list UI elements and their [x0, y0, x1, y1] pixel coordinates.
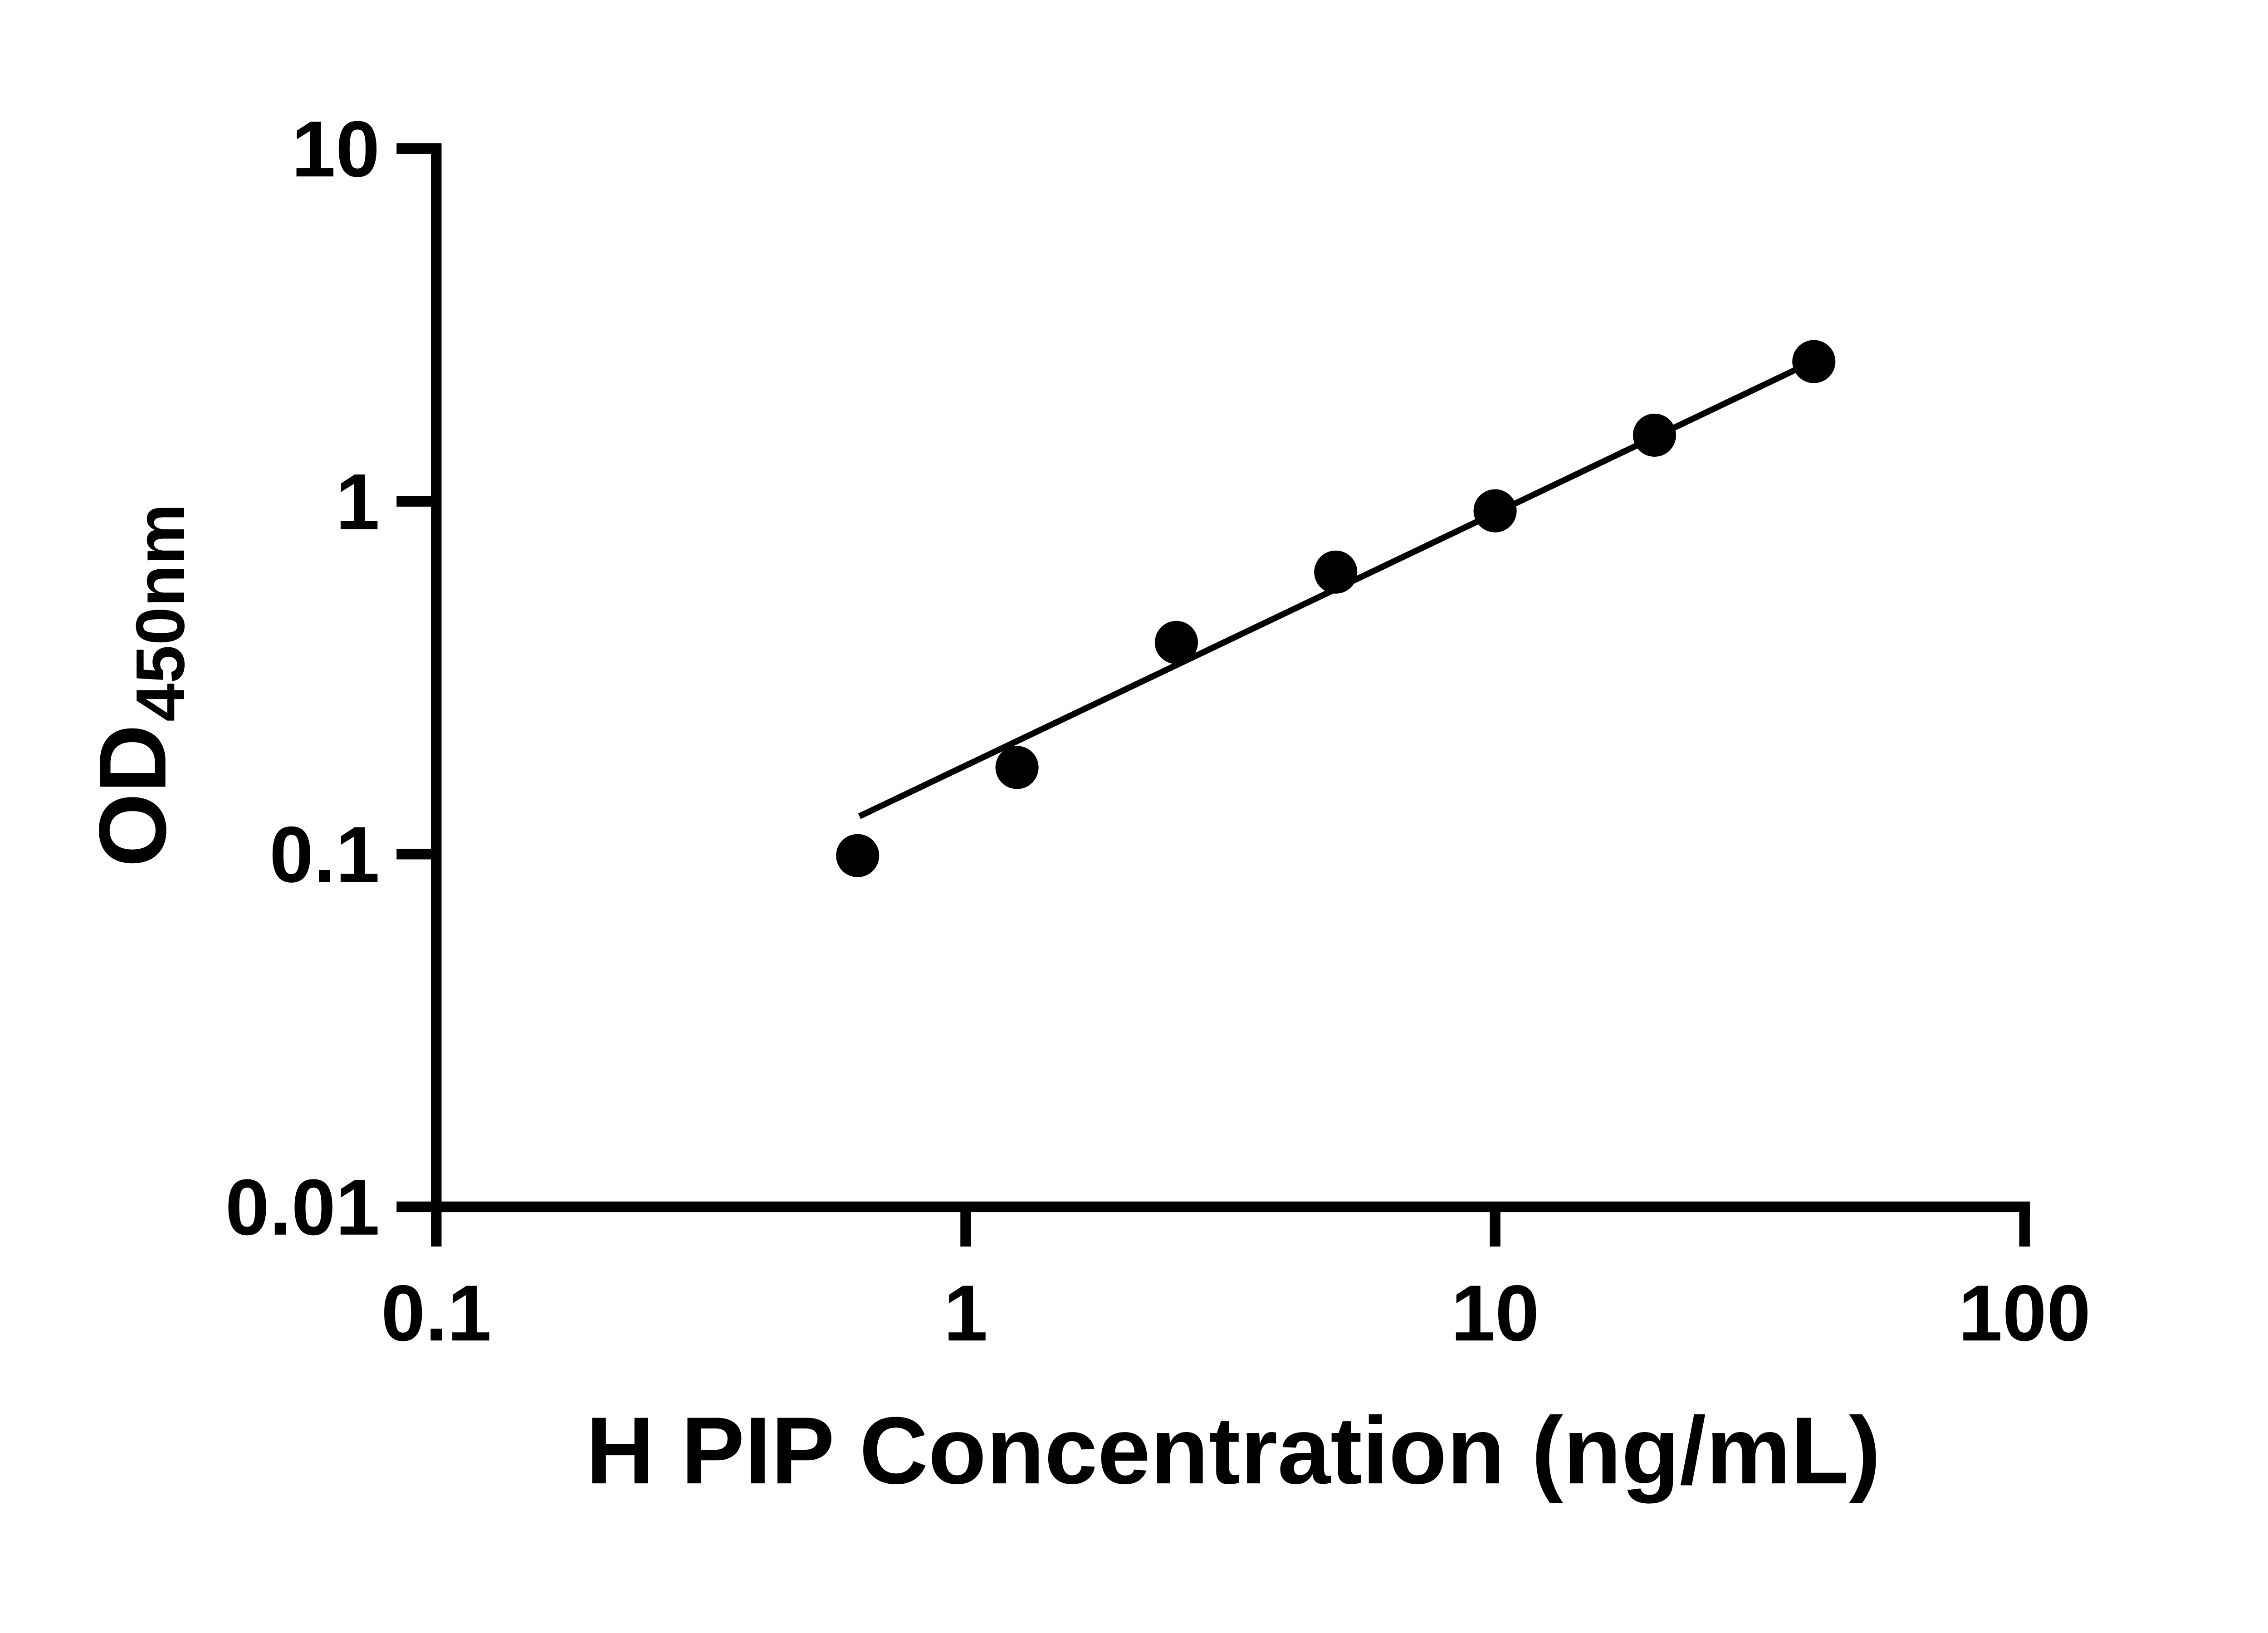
axes [431, 143, 2030, 1213]
x-tick-label: 100 [1958, 1269, 2091, 1358]
data-point [1792, 340, 1836, 383]
y-tick-label: 10 [292, 105, 380, 194]
x-axis-ticks [431, 1207, 2030, 1247]
data-point [1473, 489, 1517, 533]
data-point [1633, 413, 1676, 457]
data-point [836, 834, 880, 877]
y-axis-title-subscript: 450nm [122, 504, 199, 722]
x-tick-label: 0.1 [381, 1269, 491, 1358]
elisa-standard-curve-figure: 10 1 0.1 0.01 0.1 1 10 100 H PIP Concentration… [79, 105, 2091, 1504]
data-point [995, 746, 1039, 789]
data-points [836, 340, 1836, 877]
y-tick-label: 0.01 [225, 1164, 380, 1252]
x-axis-tick-labels: 0.1 1 10 100 [381, 1269, 2091, 1358]
x-tick-label: 1 [943, 1269, 987, 1358]
data-point [1314, 550, 1358, 594]
y-axis-title: OD450nm [79, 504, 199, 867]
y-tick-label: 0.1 [269, 811, 380, 899]
y-axis-tick-labels: 10 1 0.1 0.01 [225, 105, 380, 1252]
y-axis-ticks [396, 143, 436, 1213]
data-point [1154, 621, 1198, 664]
x-axis-title: H PIP Concentration (ng/mL) [586, 1397, 1881, 1504]
y-axis-title-main: OD [79, 724, 186, 867]
y-tick-label: 1 [336, 458, 380, 546]
x-tick-label: 10 [1451, 1269, 1540, 1358]
